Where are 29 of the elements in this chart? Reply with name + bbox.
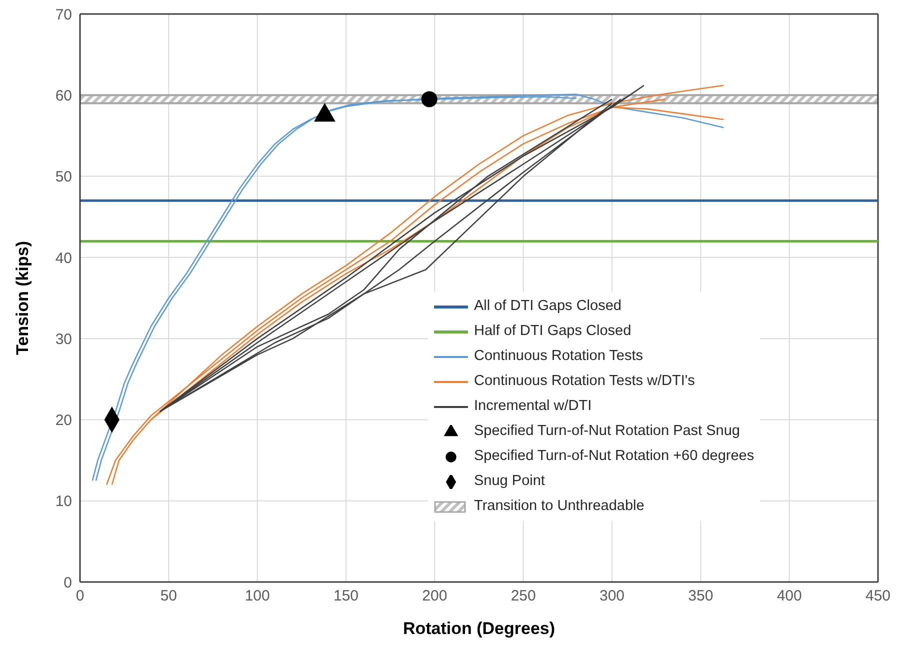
x-tick-label: 450 <box>865 588 891 605</box>
x-tick-label: 150 <box>333 588 359 605</box>
legend-label: Continuous Rotation Tests <box>474 347 644 366</box>
x-axis-title: Rotation (Degrees) <box>402 619 556 638</box>
x-tick-label: 200 <box>422 588 448 605</box>
x-tick-label: 0 <box>76 588 84 605</box>
x-tick-label: 400 <box>776 588 802 605</box>
x-tick-label: 350 <box>688 588 714 605</box>
y-tick-label: 50 <box>55 168 72 186</box>
legend-label: Incremental w/DTI <box>474 397 592 416</box>
x-tick-label: 50 <box>160 588 178 605</box>
legend-label: Transition to Unthreadable <box>474 497 644 516</box>
y-tick-label: 30 <box>55 330 72 348</box>
y-tick-label: 70 <box>55 6 72 24</box>
legend-label: Specified Turn-of-Nut Rotation +60 degrees <box>474 447 754 466</box>
legend-label: Specified Turn-of-Nut Rotation Past Snug <box>474 422 740 441</box>
legend-label: Half of DTI Gaps Closed <box>474 322 632 341</box>
legend-label: Snug Point <box>474 472 545 491</box>
y-axis-title: Tension (kips) <box>13 241 32 355</box>
legend-label: All of DTI Gaps Closed <box>474 297 622 316</box>
x-tick-label: 300 <box>599 588 625 605</box>
x-tick-label: 250 <box>510 588 536 605</box>
y-tick-label: 60 <box>55 87 72 104</box>
x-tick-label: 100 <box>244 588 270 605</box>
legend-label: Continuous Rotation Tests w/DTI's <box>474 372 695 391</box>
y-tick-label: 0 <box>64 574 72 592</box>
y-tick-label: 40 <box>55 250 72 267</box>
y-tick-label: 10 <box>55 493 72 510</box>
y-tick-label: 20 <box>55 412 72 430</box>
